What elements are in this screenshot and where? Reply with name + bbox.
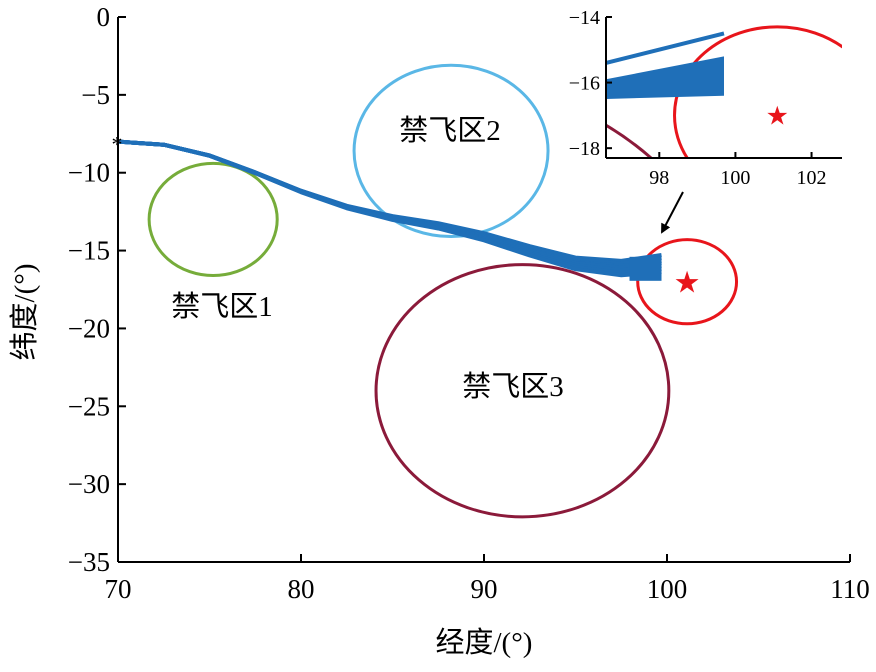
inset-pointer-arrow — [661, 191, 684, 234]
no-fly-zone-1 — [147, 161, 279, 277]
x-tick-label: 100 — [647, 574, 688, 604]
main-axes: 70 80 90 100 110 0 −5 −10 −15 −20 −25 −30 −35 — [68, 2, 870, 604]
y-tick-label: 0 — [97, 2, 111, 32]
y-tick-label: −5 — [81, 80, 110, 110]
trajectory-line-4 — [117, 139, 662, 270]
y-tick-label: −30 — [68, 469, 110, 499]
x-axis-label: 经度/(°) — [436, 626, 533, 659]
y-tick-label: −10 — [68, 158, 110, 188]
y-tick-label: −20 — [68, 313, 110, 343]
no-fly-zone-3 — [374, 263, 671, 519]
inset-target-star-marker: ★ — [766, 101, 789, 130]
no-fly-zone-3-label: 禁飞区3 — [462, 371, 564, 403]
y-tick-label: −25 — [68, 391, 110, 421]
trajectory-line-6 — [117, 139, 662, 275]
x-tick-label: 80 — [288, 574, 315, 604]
inset-y-tick-label: −14 — [569, 7, 600, 29]
x-tick-label: 90 — [471, 574, 498, 604]
inset-target-zone — [673, 25, 842, 158]
x-tick-label: 110 — [830, 574, 870, 604]
trajectory-end-bundle — [629, 256, 662, 281]
y-tick-label: −35 — [68, 547, 110, 577]
inset-y-tick-label: −18 — [569, 138, 600, 160]
inset-trajectory-line — [606, 31, 725, 65]
inset-y-tick-label: −16 — [569, 73, 600, 95]
trajectory-line-3 — [117, 139, 662, 268]
inset-x-tick-label: 102 — [797, 167, 827, 189]
y-axis-label: 纬度/(°) — [8, 264, 41, 361]
inset-x-tick-label: 100 — [720, 167, 750, 189]
inset-trajectory-bundle — [606, 56, 724, 99]
x-tick-label: 70 — [105, 574, 132, 604]
inset-content: ★ — [606, 25, 842, 158]
trajectory-line-5 — [117, 139, 662, 273]
zoom-inset: ★ 98 100 102 −14 −16 −18 — [569, 7, 842, 234]
no-fly-zone-1-label: 禁飞区1 — [171, 291, 273, 323]
target-zone — [636, 238, 739, 326]
no-fly-zone-2 — [352, 63, 550, 239]
inset-x-tick-label: 98 — [649, 167, 669, 189]
no-fly-zone-2-label: 禁飞区2 — [399, 115, 501, 147]
y-tick-label: −15 — [68, 236, 110, 266]
target-star-marker: ★ — [674, 267, 701, 300]
trajectory-line-7 — [117, 139, 662, 278]
